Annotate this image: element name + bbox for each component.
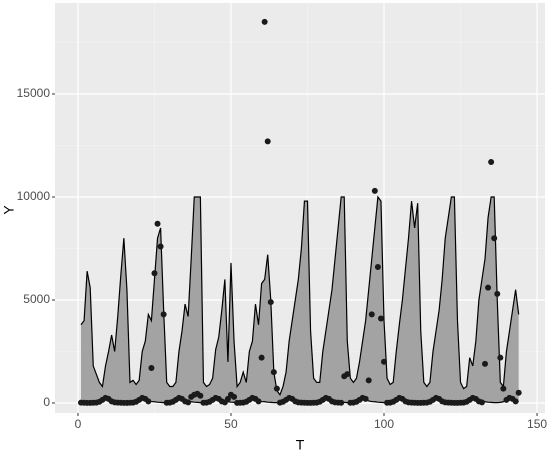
- x-tick-label: 150: [527, 417, 547, 431]
- point: [344, 371, 351, 378]
- point: [365, 377, 372, 384]
- point: [157, 243, 164, 250]
- point: [160, 311, 167, 318]
- point: [488, 158, 495, 165]
- point: [500, 385, 507, 392]
- point: [371, 187, 378, 194]
- point: [381, 358, 388, 365]
- point: [478, 399, 485, 406]
- y-tick-label: 15000: [17, 86, 51, 100]
- point: [231, 393, 238, 400]
- point: [273, 385, 280, 392]
- point: [154, 220, 161, 227]
- point: [151, 270, 158, 277]
- x-tick-label: 100: [374, 417, 394, 431]
- point: [377, 315, 384, 322]
- point: [512, 398, 519, 405]
- point: [185, 399, 192, 406]
- point: [145, 398, 152, 405]
- point: [267, 299, 274, 306]
- point: [494, 290, 501, 297]
- point: [374, 264, 381, 271]
- ribbon: [81, 196, 519, 403]
- y-tick-label: 0: [43, 395, 50, 409]
- upper-line: [80, 195, 520, 397]
- point: [258, 354, 265, 361]
- point: [197, 392, 204, 399]
- point: [491, 235, 498, 242]
- x-tick-label: 0: [75, 417, 82, 431]
- y-axis-title: Y: [1, 205, 17, 215]
- y-tick-label: 10000: [17, 189, 51, 203]
- point: [261, 18, 268, 25]
- point: [497, 354, 504, 361]
- point: [362, 395, 369, 402]
- point: [224, 395, 231, 402]
- point: [368, 311, 375, 318]
- point: [270, 369, 277, 376]
- point: [338, 399, 345, 406]
- y-tick-label: 5000: [23, 292, 50, 306]
- x-tick-label: 50: [224, 417, 238, 431]
- point: [148, 364, 155, 371]
- point: [264, 138, 271, 145]
- point: [255, 398, 262, 405]
- point: [485, 284, 492, 291]
- point: [515, 389, 522, 396]
- point: [482, 360, 489, 367]
- x-axis-title: T: [296, 437, 305, 453]
